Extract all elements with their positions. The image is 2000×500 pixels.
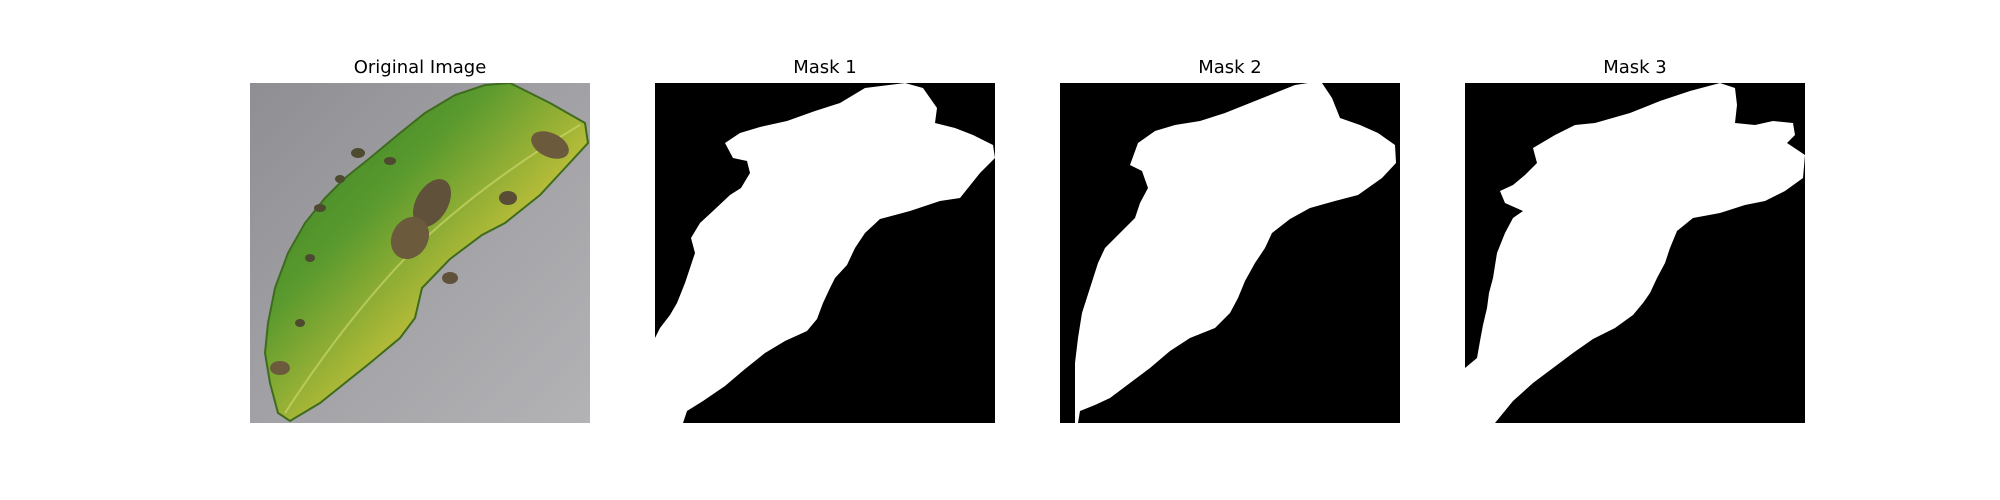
mask-1-image	[655, 83, 995, 423]
lesion	[295, 319, 305, 327]
mask-1-panel: Mask 1	[655, 53, 995, 423]
lesion	[531, 131, 569, 159]
lesion	[499, 191, 517, 205]
lesion	[351, 148, 365, 158]
lesion	[413, 179, 451, 227]
lesion	[384, 157, 396, 165]
mask-region	[655, 83, 995, 423]
lesion	[270, 361, 290, 375]
leaf-shape	[263, 83, 590, 423]
lesion	[314, 204, 326, 212]
mask-3-image	[1465, 83, 1805, 423]
mask-3-title: Mask 3	[1603, 57, 1667, 78]
mask-2-image	[1060, 83, 1400, 423]
original-image	[250, 83, 590, 423]
mask-region	[1465, 83, 1805, 423]
mask-1-title: Mask 1	[793, 57, 857, 78]
lesion	[305, 254, 315, 262]
original-image-panel: Original Image	[250, 53, 590, 423]
original-image-title: Original Image	[353, 57, 487, 78]
lesion	[335, 175, 345, 183]
mask-2-title: Mask 2	[1198, 57, 1262, 78]
mask-3-panel: Mask 3	[1465, 53, 1805, 423]
mask-2-panel: Mask 2	[1060, 53, 1400, 423]
lesion	[390, 216, 430, 260]
lesion	[442, 272, 458, 284]
mask-region	[1075, 83, 1396, 423]
